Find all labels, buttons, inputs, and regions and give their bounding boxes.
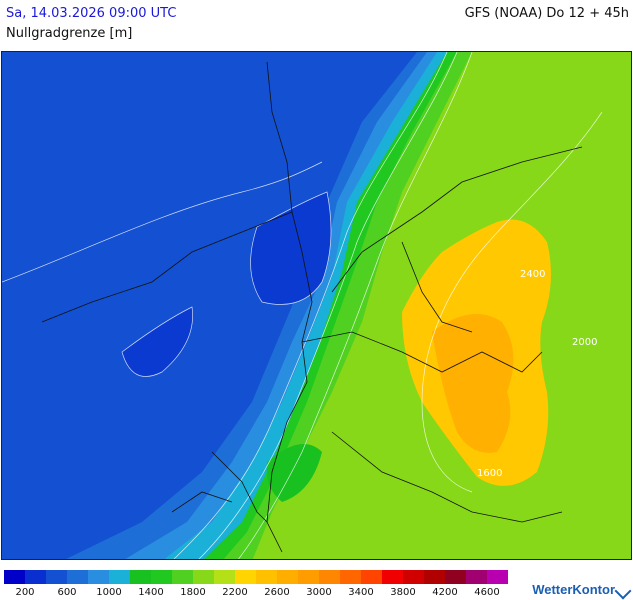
legend-swatch <box>298 570 319 584</box>
country-borders <box>41 61 583 553</box>
contour-lines <box>2 52 603 559</box>
zone-2600 <box>432 314 514 453</box>
legend-swatch <box>235 570 256 584</box>
parameter-title: Nullgradgrenze [m] <box>6 26 133 41</box>
legend-ticks: 200 600 1000 1400 1800 2200 2600 3000 3400 3800 42… <box>4 587 524 599</box>
wetterkontor-logo[interactable]: WetterKontor <box>532 582 632 600</box>
legend-swatch <box>88 570 109 584</box>
legend-tick-label: 200 <box>15 587 35 598</box>
zone-600 <box>2 52 417 559</box>
legend-swatch <box>67 570 88 584</box>
brand-name: WetterKontor <box>532 582 615 597</box>
legend-swatch <box>46 570 67 584</box>
legend-swatch <box>256 570 277 584</box>
legend-tick-label: 3000 <box>306 587 332 598</box>
legend-swatch <box>382 570 403 584</box>
forecast-datetime: Sa, 14.03.2026 09:00 UTC <box>6 6 177 21</box>
legend-swatch <box>214 570 235 584</box>
legend-tick-label: 1400 <box>138 587 164 598</box>
legend-swatch <box>361 570 382 584</box>
legend-tick-label: 1000 <box>96 587 122 598</box>
legend-tick-label: 3400 <box>348 587 374 598</box>
legend-tick-label: 2200 <box>222 587 248 598</box>
legend-swatch <box>424 570 445 584</box>
legend-swatch <box>151 570 172 584</box>
legend-swatch <box>4 570 25 584</box>
zone-green-patch <box>266 444 322 502</box>
legend-swatch <box>172 570 193 584</box>
legend-tick-label: 4600 <box>474 587 500 598</box>
legend-swatch <box>340 570 361 584</box>
legend-swatch <box>277 570 298 584</box>
legend-tick-label: 3800 <box>390 587 416 598</box>
freezing-level-map[interactable]: 2000 1600 2400 <box>1 51 632 560</box>
legend-swatch <box>193 570 214 584</box>
contour-label-2400: 2400 <box>520 269 545 280</box>
legend-tick-label: 2600 <box>264 587 290 598</box>
legend-swatch <box>130 570 151 584</box>
wetterkontor-logo-icon <box>614 582 632 600</box>
legend-swatch <box>319 570 340 584</box>
contour-label-2000: 2000 <box>572 337 597 348</box>
contour-label-1600: 1600 <box>477 468 502 479</box>
legend-swatch <box>403 570 424 584</box>
legend-swatch <box>445 570 466 584</box>
legend-tick-label: 4200 <box>432 587 458 598</box>
model-run-label: GFS (NOAA) Do 12 + 45h <box>464 6 629 21</box>
legend-swatch <box>25 570 46 584</box>
legend-swatch <box>487 570 508 584</box>
legend-tick-label: 1800 <box>180 587 206 598</box>
color-scale-legend <box>4 570 508 584</box>
legend-swatch <box>466 570 487 584</box>
legend-tick-label: 600 <box>57 587 77 598</box>
legend-swatch <box>109 570 130 584</box>
